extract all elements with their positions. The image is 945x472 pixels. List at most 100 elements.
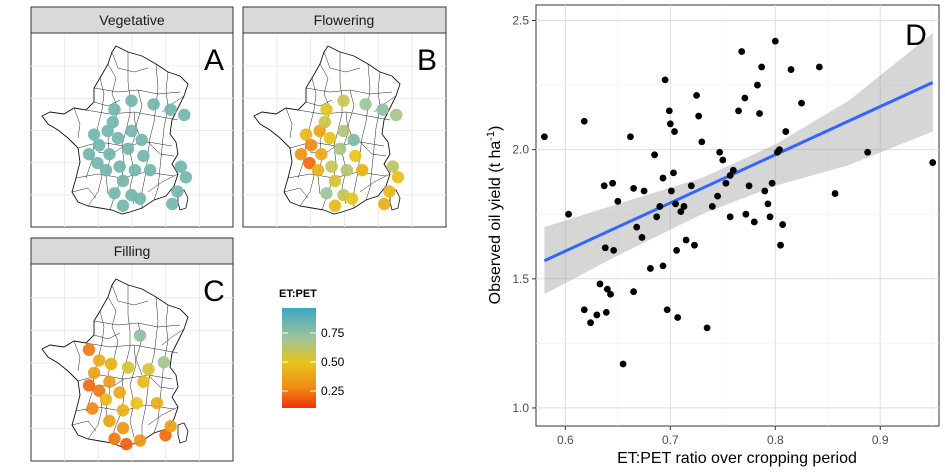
data-point [609, 179, 617, 187]
map-dot [147, 98, 160, 111]
department-border [93, 332, 121, 340]
map-dot [325, 160, 338, 173]
strip-vegetative [30, 6, 234, 34]
map-dot [376, 103, 389, 116]
map-dot [391, 171, 405, 184]
map-dot [318, 115, 331, 129]
map-dot [340, 163, 354, 177]
map-dot [349, 149, 362, 163]
panel-letter-c: C [203, 275, 225, 308]
data-point [729, 166, 737, 174]
panel-letter-d: D [905, 19, 927, 52]
map-dot [113, 386, 126, 399]
x-tick-label: 0.6 [557, 433, 574, 447]
map-dot [121, 361, 135, 374]
department-border [73, 340, 81, 372]
data-point [782, 128, 790, 135]
department-border [71, 420, 97, 432]
data-point [673, 246, 681, 254]
map-dot [142, 363, 155, 376]
data-point [680, 203, 688, 210]
department-border [283, 187, 309, 199]
map-dot [91, 156, 104, 170]
data-point [708, 203, 716, 210]
data-point [630, 288, 638, 296]
map-dot [164, 420, 177, 433]
map-dots-a [82, 94, 193, 212]
data-point [768, 179, 776, 187]
data-point [603, 285, 611, 293]
data-point [666, 120, 674, 128]
map-dot [137, 375, 150, 388]
map-dot [303, 156, 316, 170]
map-panel-a: Vegetative A [30, 6, 234, 228]
map-dot [315, 147, 328, 161]
map-dot [157, 356, 170, 369]
data-point [593, 311, 601, 319]
map-dot [328, 174, 342, 188]
map-dot [108, 187, 121, 200]
map-dot [337, 124, 350, 138]
data-point [651, 151, 658, 159]
x-axis-label: ET:PET ratio over cropping period [617, 450, 857, 467]
data-point [602, 308, 610, 316]
data-point [695, 112, 703, 120]
data-point [754, 81, 761, 89]
data-point [719, 156, 727, 164]
map-dot [108, 103, 121, 116]
map-dot [82, 379, 96, 392]
data-point [742, 210, 750, 218]
map-dot [320, 187, 333, 200]
data-point [627, 133, 634, 141]
data-point [580, 306, 588, 314]
data-point [671, 128, 678, 135]
map-dot [333, 142, 347, 155]
data-point [614, 197, 622, 205]
map-dot [133, 192, 147, 205]
map-dot [93, 384, 106, 397]
map-dot [137, 149, 150, 163]
map-dot [121, 142, 135, 155]
panel-letter-a: A [204, 44, 224, 77]
map-dot [171, 185, 184, 198]
map-dot [133, 434, 147, 447]
map-dot [108, 432, 121, 445]
map-dot [356, 163, 369, 177]
map-dot [87, 128, 101, 141]
data-point [640, 187, 648, 195]
map-dot [299, 128, 313, 141]
legend-ticks [282, 332, 316, 392]
data-point [672, 200, 679, 208]
department-border [305, 99, 333, 107]
department-border [147, 374, 175, 390]
y-axis-ticks: 1.0 1.5 2.0 2.5 [512, 13, 536, 415]
department-border [285, 107, 293, 139]
map-dot [294, 147, 308, 161]
department-border [323, 51, 361, 73]
data-point [741, 94, 749, 102]
data-point [540, 133, 548, 141]
data-point [682, 236, 690, 244]
map-dot [359, 98, 372, 111]
data-point [601, 244, 609, 252]
data-point [587, 319, 594, 327]
y-tick-label: 2.5 [512, 13, 529, 27]
map-dot [130, 396, 143, 410]
map-dot [125, 94, 138, 107]
map-dot [103, 414, 116, 428]
department-border [161, 328, 185, 346]
map-dot [386, 160, 399, 173]
map-dot [311, 163, 325, 177]
legend-break-025: 0.25 [321, 384, 345, 398]
map-dot [82, 343, 96, 356]
department-border [73, 107, 81, 139]
plot-grid [536, 5, 939, 426]
map-dot [116, 174, 130, 188]
data-point [738, 48, 746, 55]
map-dot [120, 437, 133, 451]
department-border [297, 77, 317, 179]
data-point [764, 200, 772, 208]
data-point [722, 179, 730, 187]
map-dot [103, 375, 116, 388]
